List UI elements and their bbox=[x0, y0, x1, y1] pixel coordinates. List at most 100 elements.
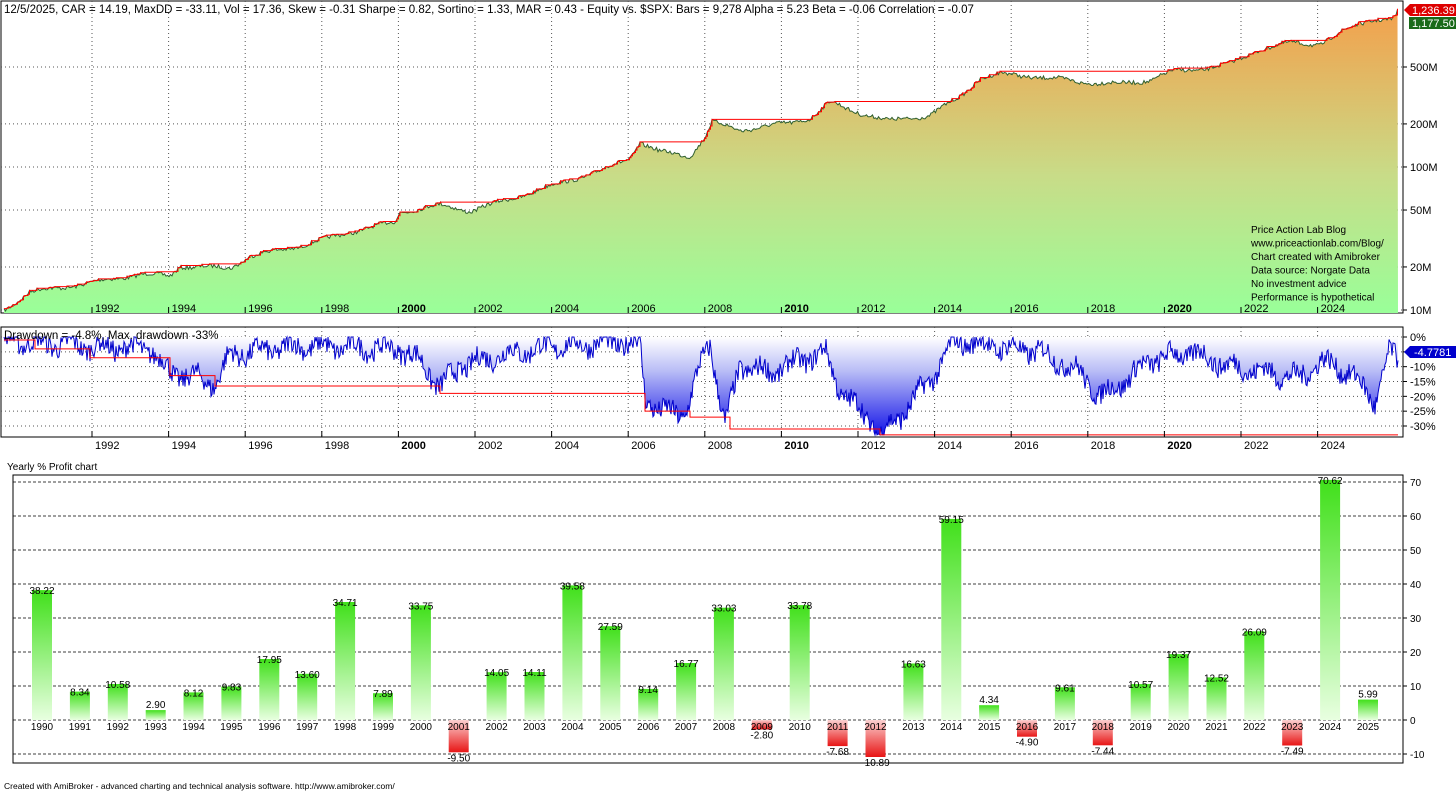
yearly-category-label: 2008 bbox=[713, 722, 736, 733]
yearly-bar bbox=[69, 691, 90, 720]
equity-xtick-label: 2022 bbox=[1244, 303, 1268, 315]
equity-xtick-label: 2004 bbox=[555, 303, 579, 315]
yearly-bar bbox=[600, 626, 621, 720]
yearly-value-label: 13.60 bbox=[295, 670, 320, 681]
yearly-bar bbox=[183, 692, 204, 720]
yearly-value-label: -7.68 bbox=[826, 747, 849, 758]
yearly-value-label: -7.49 bbox=[1281, 746, 1304, 757]
yearly-value-label: 70.62 bbox=[1318, 476, 1343, 487]
yearly-bar bbox=[221, 686, 242, 720]
drawdown-xtick-label: 2018 bbox=[1091, 440, 1115, 452]
yearly-category-label: 1991 bbox=[69, 722, 92, 733]
yearly-bar bbox=[32, 590, 52, 720]
yearly-value-label: 33.03 bbox=[711, 604, 736, 615]
equity-ytick-label: 20M bbox=[1410, 262, 1431, 274]
yearly-value-label: 10.57 bbox=[1128, 680, 1153, 691]
yearly-category-label: 1993 bbox=[145, 722, 168, 733]
drawdown-ytick-label: -25% bbox=[1410, 406, 1436, 418]
info-line: www.priceactionlab.com/Blog/ bbox=[1250, 239, 1384, 250]
equity-xtick-label: 2020 bbox=[1167, 303, 1191, 315]
drawdown-ytick-label: -10% bbox=[1410, 362, 1436, 374]
yearly-value-label: 2.90 bbox=[146, 700, 166, 711]
yearly-category-label: 2012 bbox=[864, 722, 887, 733]
equity-xtick-label: 2014 bbox=[938, 303, 962, 315]
yearly-category-label: 2018 bbox=[1092, 722, 1115, 733]
last-price-badges: 1,236.39 1,177.50 bbox=[1404, 4, 1456, 30]
yearly-category-label: 2025 bbox=[1357, 722, 1380, 733]
yearly-value-label: 14.11 bbox=[522, 668, 547, 679]
equity-ytick-label: 200M bbox=[1410, 119, 1438, 131]
equity-xtick-label: 1996 bbox=[248, 303, 272, 315]
yearly-bar bbox=[486, 672, 507, 720]
yearly-value-label: 9.83 bbox=[222, 683, 242, 694]
info-line: Chart created with Amibroker bbox=[1251, 252, 1381, 263]
equity-x-axis: 1992 1994 1996 1998 2000 2002 2004 2006 2008 2010… bbox=[91, 303, 1345, 315]
yearly-category-label: 2015 bbox=[978, 722, 1001, 733]
drawdown-xtick-label: 2016 bbox=[1014, 440, 1038, 452]
footer-text: Created with AmiBroker - advanced charti… bbox=[4, 781, 395, 791]
yearly-value-label: 19.37 bbox=[1166, 650, 1191, 661]
yearly-grid bbox=[13, 481, 1403, 755]
yearly-value-label: 9.61 bbox=[1055, 683, 1075, 694]
equity-ytick-label: 500M bbox=[1410, 62, 1438, 74]
yearly-ytick-label: 20 bbox=[1410, 648, 1422, 659]
yearly-bar bbox=[1092, 720, 1113, 746]
yearly-value-label: 8.12 bbox=[184, 688, 204, 699]
yearly-ytick-label: 60 bbox=[1410, 512, 1422, 523]
yearly-bar bbox=[1244, 631, 1265, 720]
drawdown-last-badge: -4.7781 bbox=[1404, 346, 1456, 359]
yearly-bar bbox=[107, 684, 128, 720]
yearly-ytick-label: 40 bbox=[1410, 580, 1422, 591]
yearly-bar bbox=[1320, 479, 1341, 720]
info-line: No investment advice bbox=[1251, 279, 1347, 290]
yearly-bar bbox=[903, 663, 924, 720]
drawdown-last-badge-shape bbox=[1404, 346, 1456, 358]
yearly-bar bbox=[1282, 720, 1303, 746]
yearly-category-label: 1998 bbox=[334, 722, 357, 733]
equity-xtick-label: 1994 bbox=[172, 303, 196, 315]
yearly-category-label: 2016 bbox=[1016, 722, 1039, 733]
drawdown-x-axis: 1992 1994 1996 1998 2000 2002 2004 2006 2008 2010… bbox=[91, 431, 1345, 452]
drawdown-xtick-label: 2014 bbox=[938, 440, 962, 452]
yearly-category-label: 2017 bbox=[1054, 722, 1077, 733]
yearly-ytick-label: 70 bbox=[1410, 478, 1422, 489]
yearly-ytick-label: 10 bbox=[1410, 682, 1422, 693]
yearly-bar bbox=[1168, 654, 1189, 720]
yearly-category-label: 2001 bbox=[448, 722, 471, 733]
yearly-category-label: 1990 bbox=[31, 722, 54, 733]
yearly-value-label: 38.22 bbox=[29, 586, 54, 597]
yearly-category-label: 2010 bbox=[789, 722, 812, 733]
equity-xtick-label: 2006 bbox=[631, 303, 655, 315]
yearly-category-label: 2007 bbox=[675, 722, 698, 733]
yearly-bar bbox=[448, 720, 469, 753]
yearly-value-label: 8.34 bbox=[70, 688, 90, 699]
last-price-green: 1,177.50 bbox=[1412, 18, 1455, 30]
yearly-value-label: 9.14 bbox=[638, 685, 658, 696]
drawdown-ytick-label: -20% bbox=[1410, 391, 1436, 403]
yearly-category-label: 2013 bbox=[902, 722, 925, 733]
drawdown-xtick-label: 2004 bbox=[555, 440, 579, 452]
yearly-category-label: 2014 bbox=[940, 722, 963, 733]
yearly-bar bbox=[979, 705, 1000, 720]
drawdown-xtick-label: 1996 bbox=[248, 440, 272, 452]
yearly-profit-panel: Yearly % Profit chart 1990 38.22 1991 8.34 1… bbox=[7, 462, 1425, 769]
drawdown-panel: Drawdown = -4.8%, Max. drawdown -33% 0% -… bbox=[0, 326, 1456, 452]
yearly-bar bbox=[524, 672, 545, 720]
yearly-category-label: 2023 bbox=[1281, 722, 1304, 733]
yearly-bar bbox=[297, 673, 318, 720]
yearly-bar bbox=[789, 605, 810, 720]
yearly-category-label: 1997 bbox=[296, 722, 319, 733]
yearly-bar bbox=[1206, 677, 1227, 720]
drawdown-ytick-label: -15% bbox=[1410, 377, 1436, 389]
yearly-y-axis: 70 60 50 40 30 20 10 0 -10 bbox=[1403, 478, 1425, 761]
equity-xtick-label: 2018 bbox=[1091, 303, 1115, 315]
drawdown-last-value: -4.7781 bbox=[1414, 347, 1451, 359]
yearly-bar bbox=[259, 659, 280, 720]
last-price-red-badge bbox=[1404, 4, 1456, 16]
yearly-chart-title: Yearly % Profit chart bbox=[7, 462, 97, 473]
yearly-value-label: 26.09 bbox=[1242, 627, 1267, 638]
equity-xtick-label: 2024 bbox=[1321, 303, 1345, 315]
yearly-value-label: 34.71 bbox=[333, 598, 358, 609]
yearly-bar bbox=[638, 688, 659, 720]
